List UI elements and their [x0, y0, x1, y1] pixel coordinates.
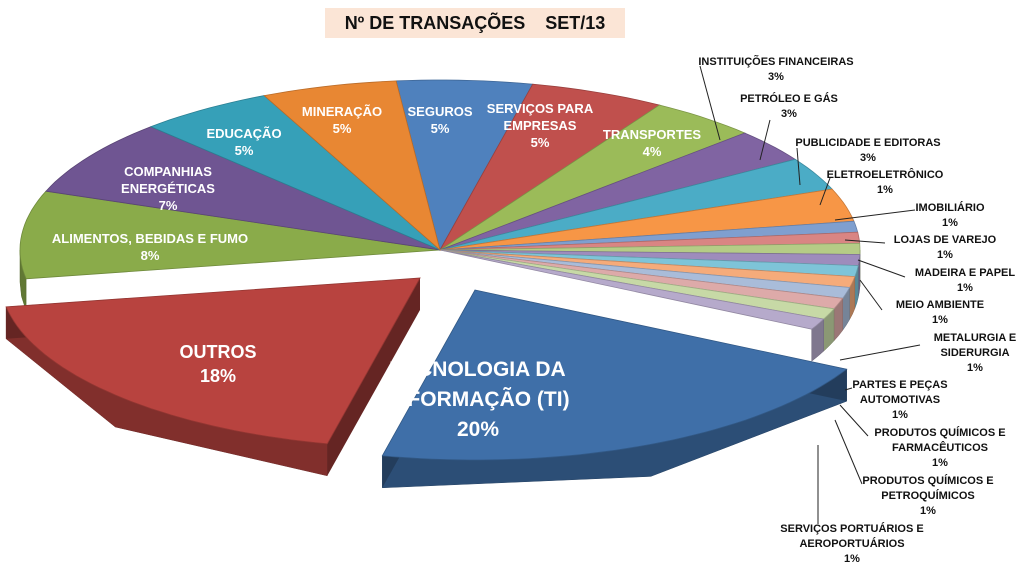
slice-label: EDUCAÇÃO 5% — [194, 125, 294, 159]
leader-line — [844, 239, 886, 244]
slice-label-name: METALURGIA E SIDERURGIA — [933, 332, 1017, 359]
pie-slice — [149, 95, 441, 251]
slice-label: MADEIRA E PAPEL 1% — [905, 266, 1025, 296]
slice-label-name: EDUCAÇÃO — [206, 126, 282, 141]
slice-label-value: 1% — [932, 457, 948, 469]
chart-title: Nº DE TRANSAÇÕES SET/13 — [325, 8, 625, 38]
slice-label-value: 3% — [781, 108, 797, 120]
pie-slice — [45, 126, 441, 251]
leader-line — [759, 119, 771, 161]
pie-slice — [5, 277, 421, 445]
pie-slice — [439, 132, 797, 251]
slice-label-name: INSTITUIÇÕES FINANCEIRAS — [698, 56, 854, 68]
slice-label-name: PRODUTOS QUÍMICOS E PETROQUÍMICOS — [862, 475, 994, 502]
slice-label-value: 1% — [937, 249, 953, 261]
slice-label-value: 1% — [877, 184, 893, 196]
slice-label-value: 1% — [967, 362, 983, 374]
slice-label: MINERAÇÃO 5% — [292, 103, 392, 137]
leader-line — [859, 279, 883, 311]
pie-slice — [19, 190, 441, 280]
slice-label-name: PETRÓLEO E GÁS — [740, 93, 838, 105]
slice-label-value: 1% — [920, 505, 936, 517]
slice-label-value: 8% — [140, 248, 160, 263]
slice-label: PARTES E PEÇAS AUTOMOTIVAS 1% — [850, 378, 950, 423]
slice-label-name: TRANSPORTES — [602, 127, 702, 142]
leader-line — [857, 259, 906, 278]
slice-label-name: LOJAS DE VAREJO — [893, 234, 997, 246]
leader-line — [699, 65, 721, 141]
slice-label: PRODUTOS QUÍMICOS E PETROQUÍMICOS 1% — [858, 474, 998, 519]
slice-label-value: 1% — [957, 282, 973, 294]
slice-label-value: 5% — [430, 121, 450, 136]
pie-slice — [439, 104, 746, 251]
slice-label: MEIO AMBIENTE 1% — [885, 298, 995, 328]
slice-label: METALURGIA E SIDERURGIA 1% — [925, 331, 1025, 376]
slice-label-name: ELETROELETRÔNICO — [826, 169, 944, 181]
slice-label-value: 7% — [158, 198, 178, 213]
slice-label-name: MADEIRA E PAPEL — [914, 267, 1016, 279]
leader-line — [834, 419, 863, 485]
slice-label-name: MINERAÇÃO — [301, 104, 383, 119]
slice-label-value: 18% — [199, 366, 237, 386]
slice-label-name: OUTROS — [179, 342, 257, 362]
slice-label: SERVIÇOS PARA EMPRESAS 5% — [485, 100, 595, 151]
slice-label-name: PUBLICIDADE E EDITORAS — [795, 137, 941, 149]
slice-label: ELETROELETRÔNICO 1% — [810, 168, 960, 198]
slice-label-value: 1% — [844, 553, 860, 565]
slice-label-value: 5% — [332, 121, 352, 136]
slice-label: INSTITUIÇÕES FINANCEIRAS 3% — [676, 55, 876, 85]
slice-label-value: 20% — [456, 418, 500, 441]
slice-label-name: IMOBILIÁRIO — [915, 202, 985, 214]
title-text: Nº DE TRANSAÇÕES — [344, 13, 526, 33]
slice-label: ALIMENTOS, BEBIDAS E FUMO 8% — [35, 230, 265, 264]
slice-label: PUBLICIDADE E EDITORAS 3% — [778, 136, 958, 166]
pie-slice — [395, 79, 534, 252]
slice-label-value: 3% — [860, 152, 876, 164]
slice-label: TECNOLOGIA DA INFORMAÇÃO (TI) 20% — [368, 355, 588, 445]
slice-label-name: PRODUTOS QUÍMICOS E FARMACÊUTICOS — [874, 427, 1006, 454]
leader-line — [834, 209, 916, 221]
slice-label-name: COMPANHIAS ENERGÉTICAS — [121, 164, 215, 196]
pie-slice — [381, 289, 848, 461]
slice-label-value: 5% — [234, 143, 254, 158]
slice-label: IMOBILIÁRIO 1% — [900, 201, 1000, 231]
subtitle-text: SET/13 — [545, 13, 606, 33]
slice-label-name: TECNOLOGIA DA INFORMAÇÃO (TI) — [386, 358, 570, 411]
slice-label: LOJAS DE VAREJO 1% — [885, 233, 1005, 263]
slice-label-name: PARTES E PEÇAS AUTOMOTIVAS — [852, 379, 948, 406]
pie-slice — [439, 188, 855, 251]
slice-label: PETRÓLEO E GÁS 3% — [709, 92, 869, 122]
leader-line — [839, 344, 921, 361]
slice-label: COMPANHIAS ENERGÉTICAS 7% — [113, 163, 223, 214]
slice-label: TRANSPORTES 4% — [602, 126, 702, 160]
leader-line — [819, 177, 831, 206]
pie-slice — [439, 249, 825, 330]
leader-line — [839, 404, 869, 437]
slice-label-name: ALIMENTOS, BEBIDAS E FUMO — [51, 231, 249, 246]
slice-label-value: 1% — [942, 217, 958, 229]
slice-label-value: 5% — [530, 135, 550, 150]
slice-label: PRODUTOS QUÍMICOS E FARMACÊUTICOS 1% — [870, 426, 1010, 471]
slice-label-name: SERVIÇOS PARA EMPRESAS — [486, 101, 594, 133]
slice-label-name: SERVIÇOS PORTUÁRIOS E AEROPORTUÁRIOS — [780, 523, 924, 550]
slice-cut-face — [327, 278, 420, 476]
slice-label-value: 1% — [892, 409, 908, 421]
slice-tops — [5, 79, 861, 461]
slice-label-value: 3% — [768, 71, 784, 83]
leader-line — [796, 147, 801, 186]
slice-label: SEGUROS 5% — [400, 103, 480, 137]
slice-label: SERVIÇOS PORTUÁRIOS E AEROPORTUÁRIOS 1% — [772, 522, 932, 567]
slice-label-name: SEGUROS — [407, 104, 473, 119]
slice-label-value: 4% — [642, 144, 662, 159]
slice-label: OUTROS 18% — [143, 340, 293, 388]
pie-slice — [439, 83, 661, 251]
pie-slice — [263, 80, 441, 252]
slice-label-name: MEIO AMBIENTE — [895, 299, 985, 311]
slice-label-value: 1% — [932, 314, 948, 326]
leader-line — [844, 387, 853, 391]
